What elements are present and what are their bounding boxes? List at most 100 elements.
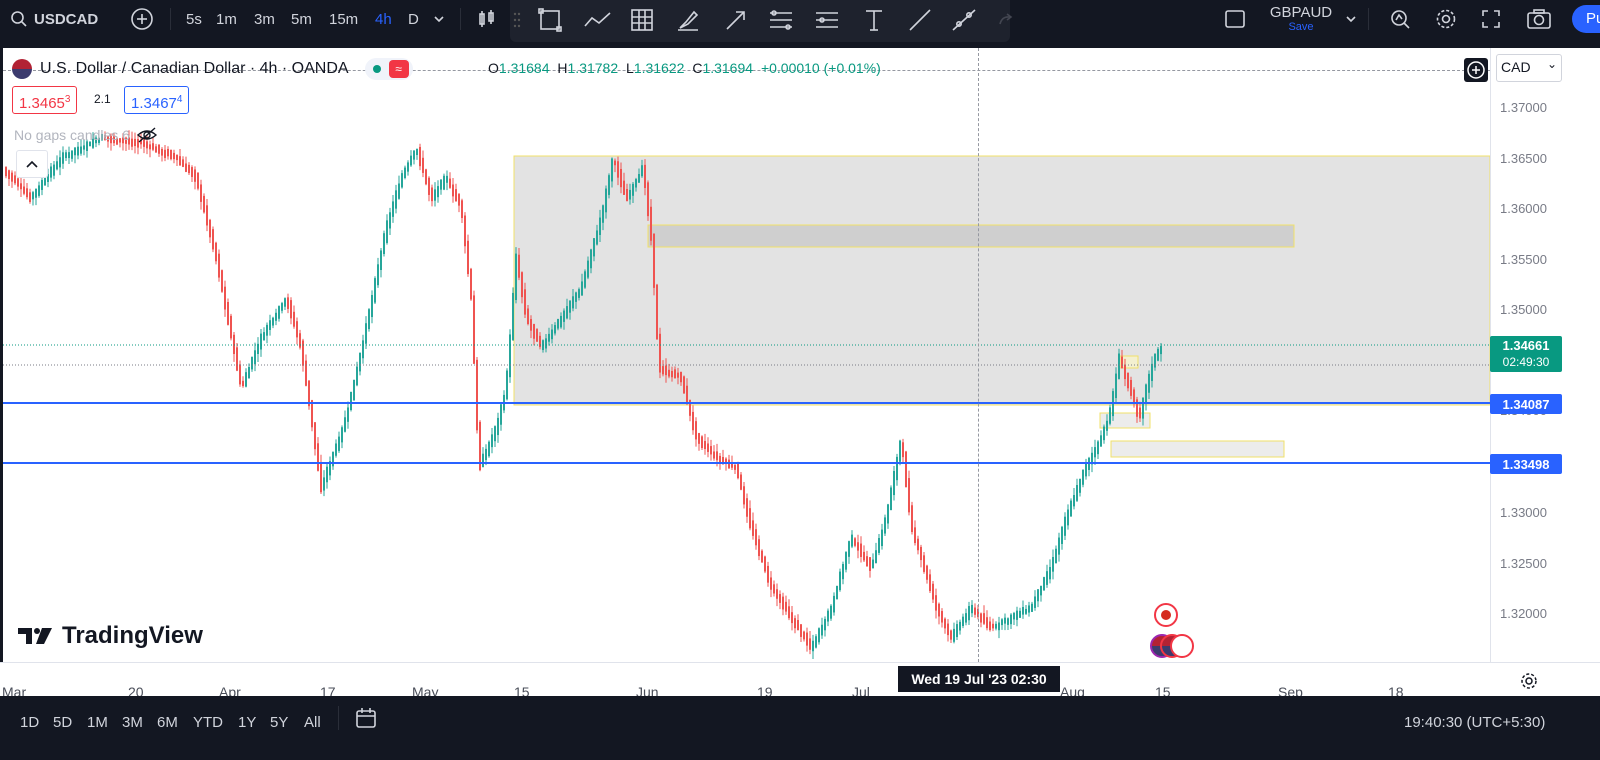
candle-body [911, 505, 913, 533]
price-tick-label: 1.32000 [1500, 606, 1547, 621]
range-button-5d[interactable]: 5D [53, 713, 73, 731]
candle-body [200, 184, 202, 202]
candle-body [398, 183, 400, 199]
interval-1m[interactable]: 1m [216, 10, 237, 28]
candle-body [179, 156, 181, 166]
time-axis[interactable] [0, 662, 1600, 697]
path-tool-icon[interactable] [582, 6, 614, 34]
candle-body [1052, 557, 1054, 572]
settings-button[interactable] [1434, 0, 1458, 38]
candle-body [50, 166, 52, 178]
text-tool-icon[interactable] [860, 6, 888, 34]
chart-area[interactable] [3, 48, 1600, 696]
candle-body [263, 332, 265, 341]
candle-body [317, 443, 319, 471]
candle-body [1028, 605, 1030, 613]
range-button-all[interactable]: All [304, 713, 321, 731]
interval-dropdown[interactable] [432, 0, 446, 38]
rectangle-tool-icon[interactable] [536, 6, 564, 34]
goto-date-icon[interactable] [354, 706, 378, 730]
candle-body [191, 167, 193, 177]
candle-body [1097, 441, 1099, 455]
range-button-1m[interactable]: 1M [87, 713, 108, 731]
chart-type-button[interactable] [476, 0, 498, 38]
range-button-1y[interactable]: 1Y [238, 713, 257, 731]
range-button-3m[interactable]: 3M [122, 713, 143, 731]
trend-icon[interactable] [950, 6, 978, 34]
redo-icon[interactable] [996, 10, 1016, 30]
interval-4h[interactable]: 4h [375, 10, 392, 28]
alert-button[interactable] [1388, 0, 1412, 38]
save-dropdown[interactable] [1344, 0, 1358, 38]
buy-button[interactable]: 1.34674 [124, 86, 190, 114]
candle-body [296, 321, 298, 338]
collapse-legend-button[interactable] [16, 150, 48, 178]
candle-body [356, 366, 358, 386]
candle-body [902, 442, 904, 458]
interval-d[interactable]: D [408, 10, 419, 28]
grid-tool-icon[interactable] [628, 6, 656, 34]
drag-handle-icon[interactable] [512, 10, 522, 30]
candle-body [1139, 407, 1141, 419]
position-icon[interactable] [812, 6, 842, 34]
clock[interactable]: 19:40:30 (UTC+5:30) [1404, 713, 1546, 731]
ask-pip: 4 [176, 94, 183, 105]
compare-symbol-block[interactable]: GBPAUD Save [1268, 4, 1334, 33]
candle-body [1106, 420, 1108, 431]
canada-event-icon[interactable] [1154, 603, 1178, 627]
snapshot-button[interactable] [1526, 0, 1552, 38]
candle-body [587, 260, 589, 278]
line-tool-icon[interactable] [906, 6, 934, 34]
order-block-zone[interactable] [647, 224, 1295, 248]
supply-zone[interactable] [513, 155, 1491, 406]
candle-body [257, 343, 259, 355]
candle-body [545, 338, 547, 349]
brush-icon[interactable] [674, 6, 702, 34]
us-event-icon[interactable] [1150, 634, 1194, 658]
candle-body [329, 461, 331, 476]
candle-body [65, 152, 67, 159]
interval-3m[interactable]: 3m [254, 10, 275, 28]
interval-15m[interactable]: 15m [329, 10, 359, 28]
range-button-6m[interactable]: 6M [157, 713, 178, 731]
fib-icon[interactable] [766, 6, 796, 34]
candle-body [1034, 596, 1036, 608]
candle-body [74, 147, 76, 156]
indicator-legend[interactable]: No gaps candles 6 [14, 126, 158, 144]
candle-body [335, 443, 337, 456]
sell-button[interactable]: 1.34653 [12, 86, 78, 114]
fvg-zone[interactable] [1110, 440, 1285, 458]
range-button-5y[interactable]: 5Y [270, 713, 289, 731]
layout-button[interactable] [1224, 0, 1246, 38]
price-tick-label: 1.36500 [1500, 151, 1547, 166]
candle-body [320, 462, 322, 493]
candle-body [677, 372, 679, 378]
candle-body [1058, 537, 1060, 555]
candle-body [965, 613, 967, 623]
candle-body [905, 451, 907, 488]
add-button[interactable] [1464, 58, 1488, 82]
price-chart[interactable] [3, 48, 1600, 696]
symbol-search[interactable]: USDCAD [10, 0, 98, 38]
fullscreen-button[interactable] [1480, 0, 1502, 38]
settings-gear-icon[interactable] [1518, 670, 1540, 692]
candle-body [683, 376, 685, 394]
candle-body [332, 452, 334, 467]
add-symbol-button[interactable] [130, 0, 154, 38]
interval-5s[interactable]: 5s [186, 10, 202, 28]
candle-body [701, 436, 703, 449]
publish-button[interactable]: Pu [1572, 5, 1600, 33]
candle-body [395, 190, 397, 209]
candle-body [251, 357, 253, 370]
candle-body [233, 334, 235, 355]
candle-body [740, 474, 742, 490]
range-button-1d[interactable]: 1D [20, 713, 40, 731]
candle-body [1037, 589, 1039, 602]
arrow-icon[interactable] [722, 6, 750, 34]
hide-icon[interactable] [136, 126, 158, 144]
currency-select[interactable]: CAD ⌄ [1496, 54, 1562, 82]
range-button-ytd[interactable]: YTD [193, 713, 223, 731]
divider [1368, 8, 1369, 30]
interval-5m[interactable]: 5m [291, 10, 312, 28]
market-status[interactable]: ≈ [364, 58, 413, 80]
